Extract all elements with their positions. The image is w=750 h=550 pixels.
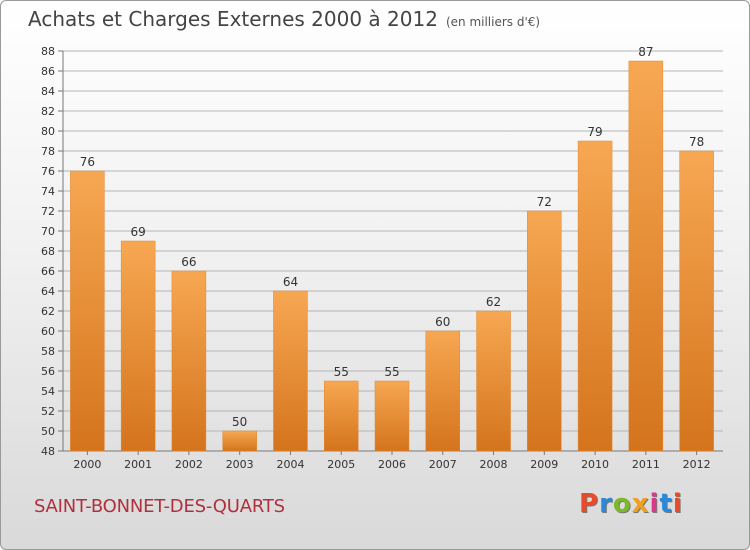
y-tick-label: 58: [41, 345, 55, 358]
x-tick-label: 2009: [530, 458, 558, 471]
logo-letter: t: [659, 489, 673, 519]
y-tick-label: 84: [41, 85, 55, 98]
bar: [273, 290, 308, 452]
proxiti-logo: Proxiti: [579, 489, 683, 519]
x-tick-label: 2004: [276, 458, 304, 471]
bar: [323, 380, 359, 452]
x-tick-label: 2000: [73, 458, 101, 471]
y-tick-label: 76: [41, 165, 55, 178]
data-label: 78: [689, 135, 704, 149]
logo-letter: x: [631, 489, 650, 519]
x-tick-label: 2011: [632, 458, 660, 471]
chart-title: Achats et Charges Externes 2000 à 2012 (e…: [28, 7, 540, 31]
chart-title-text: Achats et Charges Externes 2000 à 2012: [28, 7, 438, 31]
commune-name: SAINT-BONNET-DES-QUARTS: [34, 496, 285, 517]
bar: [577, 140, 613, 452]
data-label: 50: [232, 415, 247, 429]
x-tick-label: 2006: [378, 458, 406, 471]
label-layer: 76 69 66 50 64 55 55 60 62 72 79 87 78: [80, 45, 705, 429]
y-tick-label: 54: [41, 385, 55, 398]
data-label: 79: [587, 125, 602, 139]
logo-letter: P: [579, 489, 600, 519]
y-tick-label: 86: [41, 65, 55, 78]
y-tick-label: 52: [41, 405, 55, 418]
data-label: 62: [486, 295, 501, 309]
bar: [374, 380, 410, 452]
x-tick-label: 2010: [581, 458, 609, 471]
y-tick-label: 66: [41, 265, 55, 278]
x-tick-label: 2002: [175, 458, 203, 471]
logo-letter: r: [599, 489, 613, 519]
y-tick-label: 82: [41, 105, 55, 118]
y-tick-label: 78: [41, 145, 55, 158]
y-tick-label: 64: [41, 285, 55, 298]
bar-layer: [70, 60, 714, 452]
y-tick-label: 50: [41, 425, 55, 438]
logo-letter: i: [672, 489, 683, 519]
data-label: 55: [334, 365, 349, 379]
y-tick-label: 56: [41, 365, 55, 378]
bar: [527, 210, 562, 452]
chart-unit: (en milliers d'€): [445, 15, 541, 29]
bar: [70, 170, 105, 452]
data-label: 60: [435, 315, 450, 329]
x-tick-label: 2012: [683, 458, 711, 471]
x-tick-label: 2008: [480, 458, 508, 471]
y-tick-label: 80: [41, 125, 55, 138]
data-label: 87: [638, 45, 653, 59]
y-tick-label: 48: [41, 445, 55, 458]
y-tick-label: 68: [41, 245, 55, 258]
y-tick-label: 72: [41, 205, 55, 218]
y-tick-label: 88: [41, 45, 55, 58]
y-tick-label: 60: [41, 325, 55, 338]
x-tick-label: 2003: [226, 458, 254, 471]
data-label: 64: [283, 275, 298, 289]
bar: [171, 270, 207, 452]
bar: [679, 150, 714, 452]
logo-letter: o: [612, 489, 632, 519]
bar: [425, 330, 461, 452]
y-tick-label: 74: [41, 185, 55, 198]
data-label: 55: [384, 365, 399, 379]
logo-letter: i: [649, 489, 660, 519]
x-tick-label: 2001: [124, 458, 152, 471]
y-tick-label: 70: [41, 225, 55, 238]
y-tick-label: 62: [41, 305, 55, 318]
bar: [120, 240, 156, 452]
data-label: 72: [537, 195, 552, 209]
bar: [476, 310, 511, 452]
data-label: 66: [181, 255, 196, 269]
data-label: 76: [80, 155, 95, 169]
x-tick-label: 2007: [429, 458, 457, 471]
bar: [222, 430, 257, 452]
bar: [628, 60, 664, 452]
data-label: 69: [131, 225, 146, 239]
x-tick-label: 2005: [327, 458, 355, 471]
